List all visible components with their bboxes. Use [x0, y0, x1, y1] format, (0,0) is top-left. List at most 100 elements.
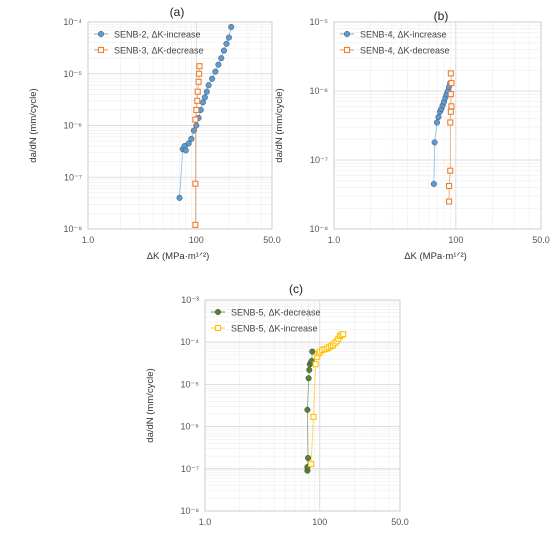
series-1	[308, 331, 347, 468]
legend-label: SENB-5, ΔK-decrease	[231, 308, 321, 318]
legend-label: SENB-4, ΔK-decrease	[360, 46, 450, 56]
panel-label: (a)	[170, 5, 185, 19]
y-tick-label: 10⁻⁶	[64, 121, 83, 131]
plot-frame	[333, 21, 542, 230]
data-point	[176, 194, 183, 201]
y-tick-label: 10⁻⁶	[181, 422, 200, 432]
legend-label: SENB-5, ΔK-increase	[231, 324, 318, 334]
data-point	[196, 63, 203, 70]
y-tick-label: 10⁻⁸	[63, 224, 82, 234]
legend-label: SENB-2, ΔK-increase	[114, 30, 201, 40]
y-tick-label: 10⁻⁷	[310, 155, 328, 165]
data-point	[193, 122, 200, 129]
data-point	[182, 147, 189, 154]
legend-marker	[97, 31, 104, 38]
series-1	[446, 70, 455, 205]
legend: SENB-2, ΔK-increase SENB-3, ΔK-decrease	[94, 30, 204, 56]
data-point	[209, 75, 216, 82]
data-point	[446, 198, 453, 205]
data-point	[431, 139, 438, 146]
data-point	[192, 180, 199, 187]
legend-marker	[343, 46, 351, 54]
y-tick-label: 10⁻⁴	[180, 337, 199, 347]
data-point	[305, 375, 312, 382]
data-point	[194, 97, 201, 104]
data-point	[447, 91, 454, 98]
data-point	[447, 167, 454, 174]
data-point	[446, 182, 453, 190]
y-axis-title: da/dN (mm/cycle)	[28, 88, 39, 162]
data-point	[228, 24, 235, 31]
x-tick-label: 1.0	[199, 517, 212, 527]
legend-label: SENB-4, ΔK-increase	[360, 30, 447, 40]
chart-panel-1: 10⁻⁸ 10⁻⁷ 10⁻⁶ 10⁻⁵ 1.0 100 50.0 ΔK (MPa·m¹ᐟ²) d…	[274, 9, 550, 262]
panel-label: (b)	[434, 9, 449, 23]
data-point	[447, 70, 454, 77]
data-point	[448, 103, 455, 110]
data-point	[430, 180, 437, 187]
data-point	[195, 70, 203, 77]
data-point	[185, 140, 192, 147]
x-tick-label: 100	[312, 517, 327, 527]
y-tick-label: 10⁻⁵	[181, 379, 200, 389]
y-axis-title: da/dN (mm/cycle)	[274, 88, 285, 162]
data-point	[193, 106, 200, 113]
x-tick-label: 1.0	[82, 235, 95, 245]
x-tick-label: 50.0	[532, 235, 550, 245]
chart-panel-0: 10⁻⁸ 10⁻⁷ 10⁻⁶ 10⁻⁵ 10⁻⁴ 1.0 100 50.0 ΔK (MPa·m¹…	[28, 5, 281, 262]
legend-label: SENB-3, ΔK-decrease	[114, 46, 204, 56]
x-axis-title: ΔK (MPa·m¹ᐟ²)	[147, 251, 210, 262]
y-tick-label: 10⁻⁴	[63, 17, 82, 27]
data-point	[304, 406, 311, 413]
x-tick-label: 1.0	[328, 235, 341, 245]
plot-area	[205, 300, 400, 511]
y-tick-label: 10⁻⁵	[310, 17, 329, 27]
legend: SENB-4, ΔK-increase SENB-4, ΔK-decrease	[340, 30, 450, 56]
x-tick-label: 100	[448, 235, 463, 245]
series-0	[176, 24, 235, 201]
data-point	[310, 413, 317, 420]
data-point	[194, 88, 201, 95]
data-point	[188, 135, 195, 142]
data-point	[199, 99, 206, 106]
legend-marker	[97, 46, 105, 54]
legend-marker	[214, 309, 221, 316]
plot-frame	[204, 299, 401, 512]
data-point	[195, 78, 202, 85]
data-point	[201, 94, 208, 101]
y-tick-label: 10⁻⁸	[309, 224, 328, 234]
series-0	[304, 348, 316, 474]
plot-area	[334, 22, 541, 229]
data-point	[305, 455, 312, 462]
data-point	[340, 331, 347, 338]
data-point	[435, 113, 442, 120]
panel-label: (c)	[289, 282, 303, 296]
y-tick-label: 10⁻⁵	[64, 69, 83, 79]
data-point	[192, 221, 199, 228]
y-tick-label: 10⁻⁶	[310, 86, 329, 96]
x-axis-title: ΔK (MPa·m¹ᐟ²)	[404, 251, 467, 262]
y-tick-label: 10⁻⁸	[180, 506, 199, 516]
y-tick-label: 10⁻⁷	[181, 464, 199, 474]
data-point	[205, 82, 212, 89]
data-point	[215, 61, 222, 68]
series-1	[192, 63, 203, 228]
y-tick-label: 10⁻⁷	[64, 172, 82, 182]
x-tick-label: 50.0	[263, 235, 281, 245]
data-point	[312, 361, 319, 368]
x-tick-label: 100	[189, 235, 204, 245]
legend-marker	[344, 31, 351, 38]
data-point	[447, 119, 454, 126]
data-point	[448, 80, 455, 87]
y-tick-label: 10⁻³	[181, 295, 199, 305]
data-point	[220, 47, 227, 54]
plot-frame	[87, 21, 273, 230]
data-point	[203, 88, 210, 95]
legend: SENB-5, ΔK-decrease SENB-5, ΔK-increase	[211, 308, 321, 334]
data-point	[306, 366, 313, 373]
data-point	[447, 108, 454, 115]
data-point	[192, 116, 199, 123]
x-tick-label: 50.0	[391, 517, 409, 527]
